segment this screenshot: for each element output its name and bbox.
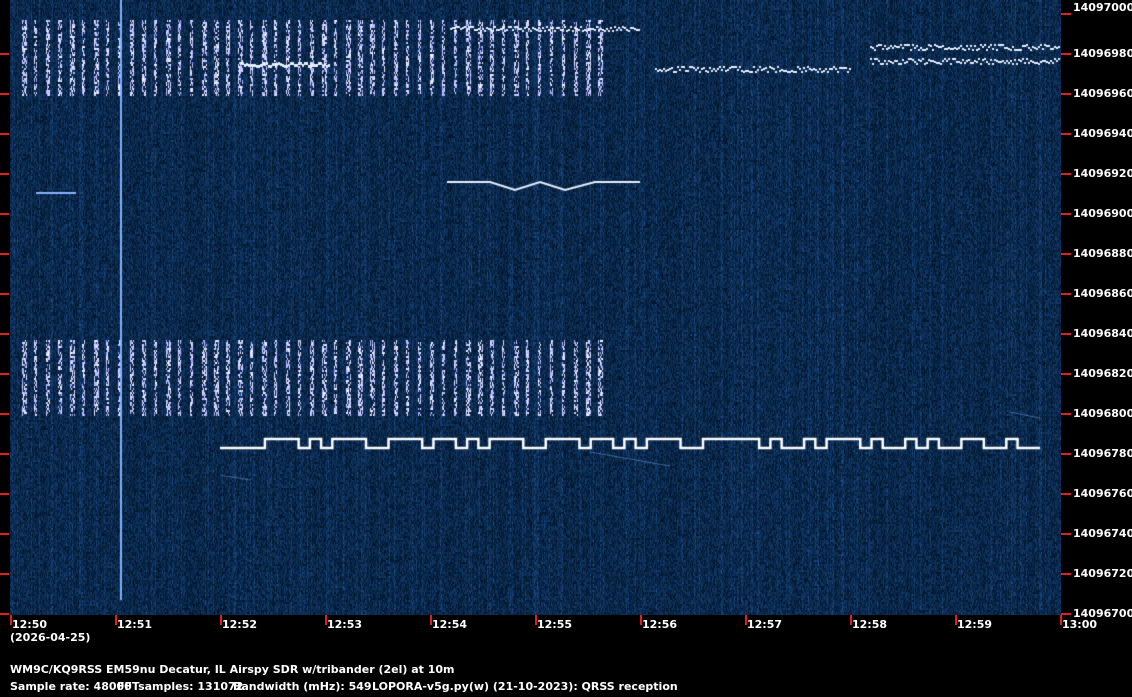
freq-tick	[1061, 533, 1071, 535]
freq-tick	[1061, 13, 1071, 15]
left-tick	[0, 293, 9, 295]
freq-label: 14096740	[1073, 527, 1132, 540]
left-tick	[0, 573, 9, 575]
time-label: 12:57	[747, 618, 783, 631]
time-tick	[220, 615, 222, 625]
left-tick	[0, 333, 9, 335]
freq-label: 14096880	[1073, 247, 1132, 260]
freq-tick	[1061, 133, 1071, 135]
left-tick	[0, 213, 9, 215]
left-tick	[0, 533, 9, 535]
freq-label: 14096700	[1073, 607, 1132, 620]
freq-tick	[1061, 493, 1071, 495]
time-label: 12:54	[432, 618, 468, 631]
time-tick	[115, 615, 117, 625]
frequency-axis: 14097000 14096980 14096960 14096940 14096920…	[1061, 0, 1132, 620]
time-tick	[325, 615, 327, 625]
freq-label: 14096980	[1073, 47, 1132, 60]
time-label: 12:53	[327, 618, 363, 631]
station-info: WM9C/KQ9RSS EM59nu Decatur, IL Airspy SD…	[10, 663, 455, 676]
time-tick	[850, 615, 852, 625]
left-tick	[0, 373, 9, 375]
freq-label: 14096720	[1073, 567, 1132, 580]
freq-tick	[1061, 573, 1071, 575]
freq-label: 14097000	[1073, 1, 1132, 14]
freq-label: 14096820	[1073, 367, 1132, 380]
freq-tick	[1061, 333, 1071, 335]
fft-samples-text: FFTsamples: 131072	[117, 680, 244, 693]
freq-tick	[1061, 173, 1071, 175]
time-label: 13:00	[1062, 618, 1098, 631]
freq-label: 14096800	[1073, 407, 1132, 420]
time-label: 12:51	[117, 618, 153, 631]
left-tick	[0, 413, 9, 415]
time-label: 12:56	[642, 618, 678, 631]
time-tick	[430, 615, 432, 625]
freq-tick	[1061, 613, 1071, 615]
left-tick	[0, 613, 9, 615]
time-tick	[640, 615, 642, 625]
time-label: 12:52	[222, 618, 258, 631]
freq-label: 14096780	[1073, 447, 1132, 460]
freq-tick	[1061, 53, 1071, 55]
time-tick	[745, 615, 747, 625]
bandwidth-text: Bandwidth (mHz): 549	[233, 680, 372, 693]
freq-label: 14096920	[1073, 167, 1132, 180]
freq-label: 14096900	[1073, 207, 1132, 220]
freq-label: 14096860	[1073, 287, 1132, 300]
freq-label: 14096760	[1073, 487, 1132, 500]
left-tick	[0, 493, 9, 495]
time-tick	[535, 615, 537, 625]
time-label: 12:58	[852, 618, 888, 631]
freq-tick	[1061, 293, 1071, 295]
freq-label: 14096840	[1073, 327, 1132, 340]
time-tick	[955, 615, 957, 625]
freq-label: 14096940	[1073, 127, 1132, 140]
left-tick	[0, 453, 9, 455]
left-tick	[0, 93, 9, 95]
freq-tick	[1061, 453, 1071, 455]
freq-tick	[1061, 373, 1071, 375]
waterfall-spectrogram	[10, 0, 1061, 615]
time-label: 12:55	[537, 618, 573, 631]
left-tick	[0, 253, 9, 255]
time-label: 12:50	[12, 618, 48, 631]
freq-tick	[1061, 213, 1071, 215]
freq-label: 14096960	[1073, 87, 1132, 100]
date-label: (2026-04-25)	[10, 631, 91, 644]
left-tick	[0, 133, 9, 135]
left-tick	[0, 53, 9, 55]
time-tick	[1060, 615, 1062, 625]
freq-tick	[1061, 253, 1071, 255]
left-tick	[0, 173, 9, 175]
time-tick	[10, 615, 12, 625]
time-label: 12:59	[957, 618, 993, 631]
software-text: LOPORA-v5g.py(w) (21-10-2023): QRSS rece…	[372, 680, 678, 693]
freq-tick	[1061, 93, 1071, 95]
sample-rate-text: Sample rate: 48000	[10, 680, 132, 693]
freq-tick	[1061, 413, 1071, 415]
